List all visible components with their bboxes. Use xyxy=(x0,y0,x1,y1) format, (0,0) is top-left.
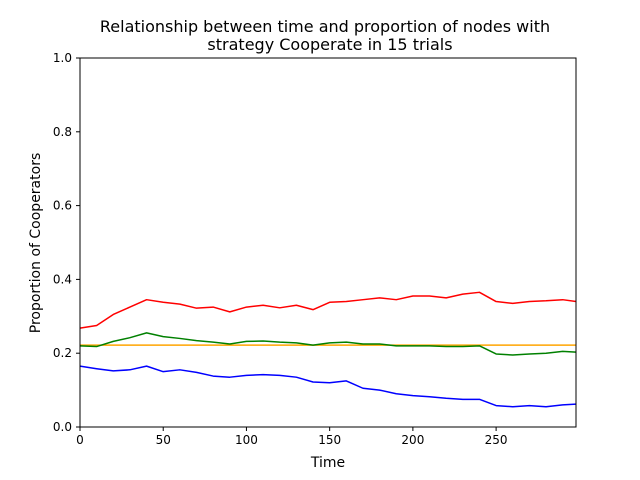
y-tick-label: 0.6 xyxy=(53,199,72,213)
y-tick-label: 0.2 xyxy=(53,346,72,360)
x-tick-label: 250 xyxy=(485,433,508,447)
x-tick-label: 0 xyxy=(76,433,84,447)
series-line-3 xyxy=(79,332,577,356)
y-tick-label: 0.0 xyxy=(53,420,72,434)
chart-title-line-2: strategy Cooperate in 15 trials xyxy=(207,35,452,54)
x-tick-label: 150 xyxy=(318,433,341,447)
y-axis-ticks: 0.0 0.2 0.4 0.6 0.8 1.0 xyxy=(53,51,80,434)
y-tick-label: 1.0 xyxy=(53,51,72,65)
y-tick-label: 0.8 xyxy=(53,125,72,139)
chart-title-line-1: Relationship between time and proportion… xyxy=(100,17,550,36)
chart-title: Relationship between time and proportion… xyxy=(100,17,550,54)
x-tick-label: 50 xyxy=(156,433,171,447)
plot-frame xyxy=(79,57,577,428)
series-line-1 xyxy=(79,291,577,329)
x-tick-label: 200 xyxy=(401,433,424,447)
x-tick-label: 100 xyxy=(235,433,258,447)
x-axis-ticks: 0 50 100 150 200 250 xyxy=(76,427,508,447)
y-tick-label: 0.4 xyxy=(53,272,72,286)
series-lines xyxy=(79,291,577,408)
series-line-4 xyxy=(79,365,577,408)
x-axis-label: Time xyxy=(310,455,345,471)
y-axis-label: Proportion of Cooperators xyxy=(28,153,44,333)
